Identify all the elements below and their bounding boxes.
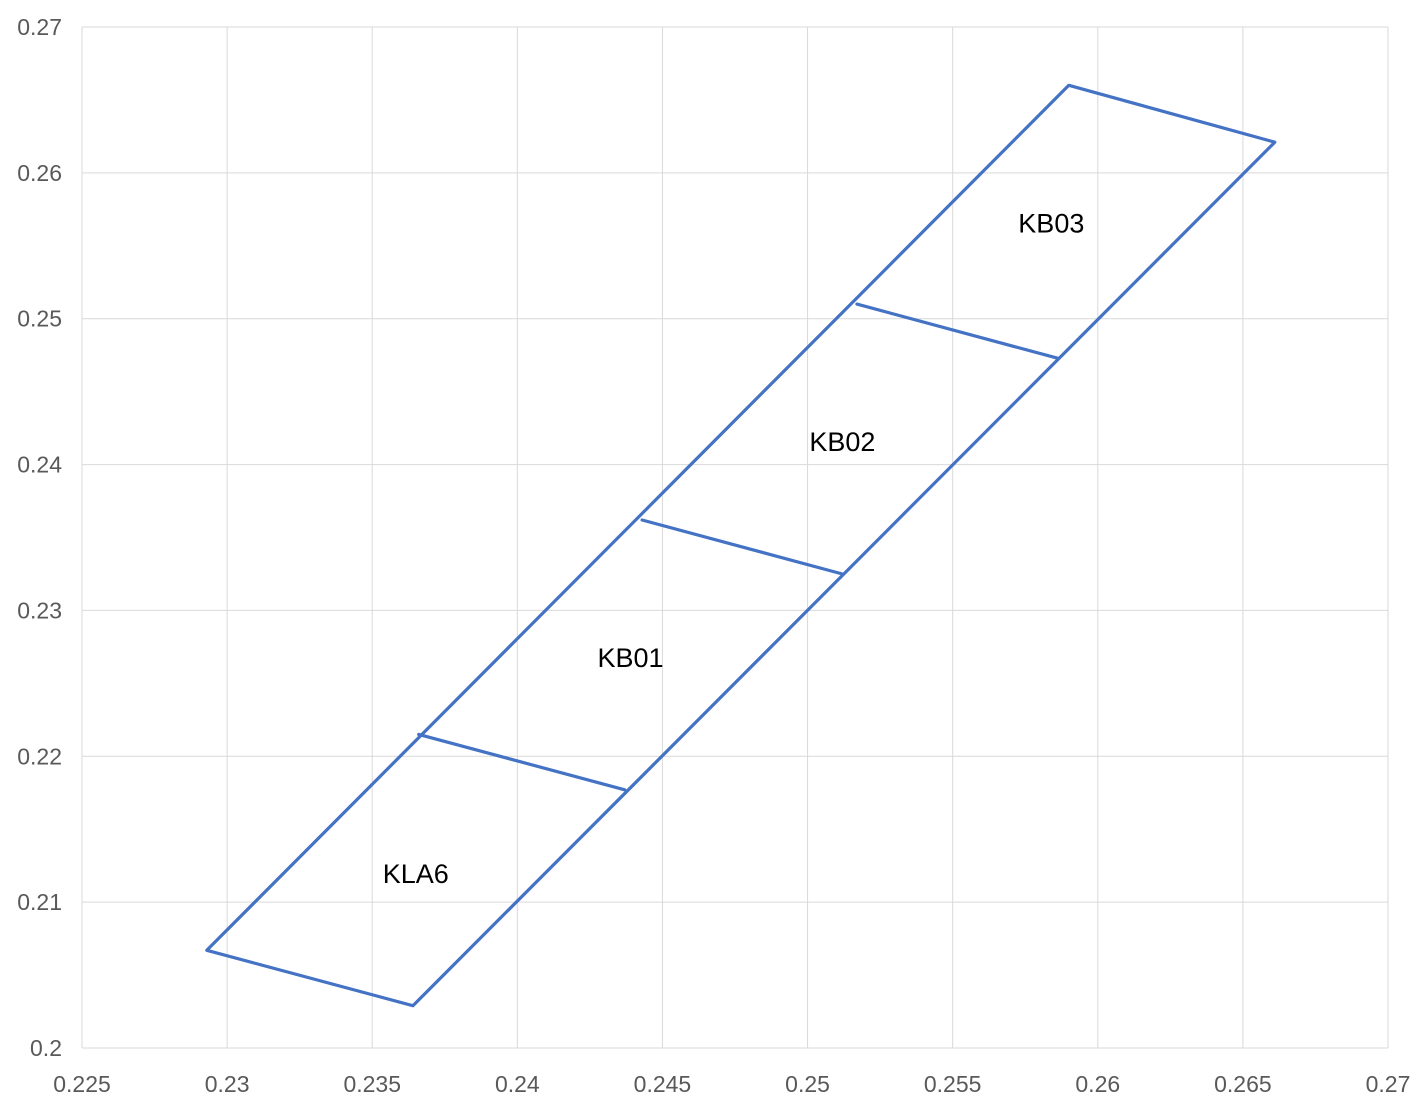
x-tick-label: 0.265 [1214, 1071, 1272, 1097]
outline-series [205, 83, 1277, 1008]
x-tick-label: 0.26 [1075, 1071, 1120, 1097]
cell-label-kb03: KB03 [1018, 208, 1084, 238]
x-tick-label: 0.255 [924, 1071, 982, 1097]
divider-series-3 [855, 302, 1059, 360]
x-axis-tick-labels: 0.225 0.23 0.235 0.24 0.245 0.25 0.255 0.26 0.26… [53, 1071, 1410, 1097]
x-tick-label: 0.235 [343, 1071, 401, 1097]
x-tick-label: 0.25 [785, 1071, 830, 1097]
y-axis-tick-labels: 0.2 0.21 0.22 0.23 0.24 0.25 0.26 0.27 [17, 14, 62, 1061]
x-tick-label: 0.27 [1366, 1071, 1411, 1097]
x-tick-label: 0.24 [495, 1071, 540, 1097]
cell-label-kla6: KLA6 [383, 859, 449, 889]
y-tick-label: 0.2 [30, 1035, 62, 1061]
y-tick-label: 0.23 [17, 597, 62, 623]
cell-label-kb01: KB01 [597, 643, 663, 673]
y-tick-label: 0.27 [17, 14, 62, 40]
cell-label-kb02: KB02 [809, 427, 875, 457]
divider-series-2 [640, 518, 845, 576]
y-tick-label: 0.21 [17, 889, 62, 915]
y-tick-label: 0.22 [17, 743, 62, 769]
plot-series [205, 83, 1277, 1008]
x-tick-label: 0.23 [205, 1071, 250, 1097]
x-tick-label: 0.245 [634, 1071, 692, 1097]
gridlines [81, 26, 1389, 1049]
y-tick-label: 0.26 [17, 160, 62, 186]
x-tick-label: 0.225 [53, 1071, 111, 1097]
divider-series-1 [417, 732, 627, 792]
cell-labels: KLA6 KB01 KB02 KB03 [383, 208, 1085, 889]
y-tick-label: 0.25 [17, 306, 62, 332]
y-tick-label: 0.24 [17, 452, 62, 478]
